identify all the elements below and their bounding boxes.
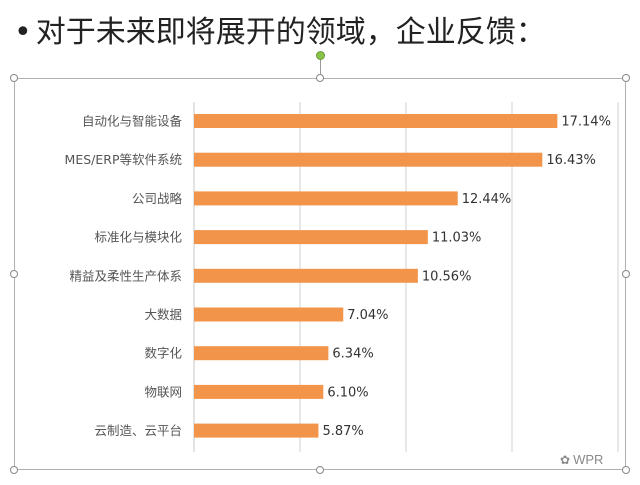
slide-title: • 对于未来即将展开的领域，企业反馈： <box>14 8 634 58</box>
data-label: 5.87% <box>322 424 363 439</box>
bar <box>194 346 329 361</box>
wechat-icon: ✿ <box>560 453 571 467</box>
category-label: 标准化与模块化 <box>94 230 182 245</box>
bullet-point: • <box>14 15 32 50</box>
category-label: 大数据 <box>144 307 182 322</box>
resize-handle-right[interactable] <box>622 270 630 278</box>
resize-handle-bottom[interactable] <box>316 466 324 474</box>
bar <box>194 423 319 438</box>
watermark-text: WPR <box>573 452 604 467</box>
watermark: ✿ WPR <box>560 452 603 467</box>
bar <box>194 307 344 322</box>
rotation-handle-line <box>320 58 321 75</box>
category-label: MES/ERP等软件系统 <box>65 152 182 167</box>
data-label: 11.03% <box>432 231 482 246</box>
data-label: 12.44% <box>462 192 512 207</box>
category-label: 精益及柔性生产体系 <box>69 268 182 283</box>
bar <box>194 384 324 399</box>
resize-handle-bottom-left[interactable] <box>10 466 18 474</box>
bar <box>194 191 458 206</box>
rotation-handle[interactable] <box>316 51 325 60</box>
category-label: 公司战略 <box>132 191 183 206</box>
category-label: 云制造、云平台 <box>94 423 182 438</box>
category-label: 自动化与智能设备 <box>82 114 183 129</box>
resize-handle-left[interactable] <box>10 270 18 278</box>
data-label: 6.10% <box>327 385 368 400</box>
resize-handle-top[interactable] <box>316 74 324 82</box>
data-label: 10.56% <box>422 269 472 284</box>
data-label: 17.14% <box>561 115 611 130</box>
data-label: 16.43% <box>546 153 596 168</box>
resize-handle-top-left[interactable] <box>10 74 18 82</box>
data-label: 7.04% <box>347 308 388 323</box>
bar <box>194 230 428 245</box>
bar <box>194 268 418 283</box>
category-labels: 自动化与智能设备 MES/ERP等软件系统公司战略标准化与模块化精益及柔性生产体系… <box>65 114 183 439</box>
title-text: 对于未来即将展开的领域，企业反馈： <box>35 15 546 50</box>
category-label: 数字化 <box>144 346 182 361</box>
data-label: 6.34% <box>332 347 373 362</box>
resize-handle-top-right[interactable] <box>622 74 630 82</box>
value-labels: 17.14% 16.43% 12.44% 11.03% 10.56% 7.04% 6.34%… <box>322 115 611 440</box>
resize-handle-bottom-right[interactable] <box>622 466 630 474</box>
bar <box>194 152 543 167</box>
bars <box>194 114 558 438</box>
category-label: 物联网 <box>144 384 182 399</box>
bar <box>194 114 558 128</box>
